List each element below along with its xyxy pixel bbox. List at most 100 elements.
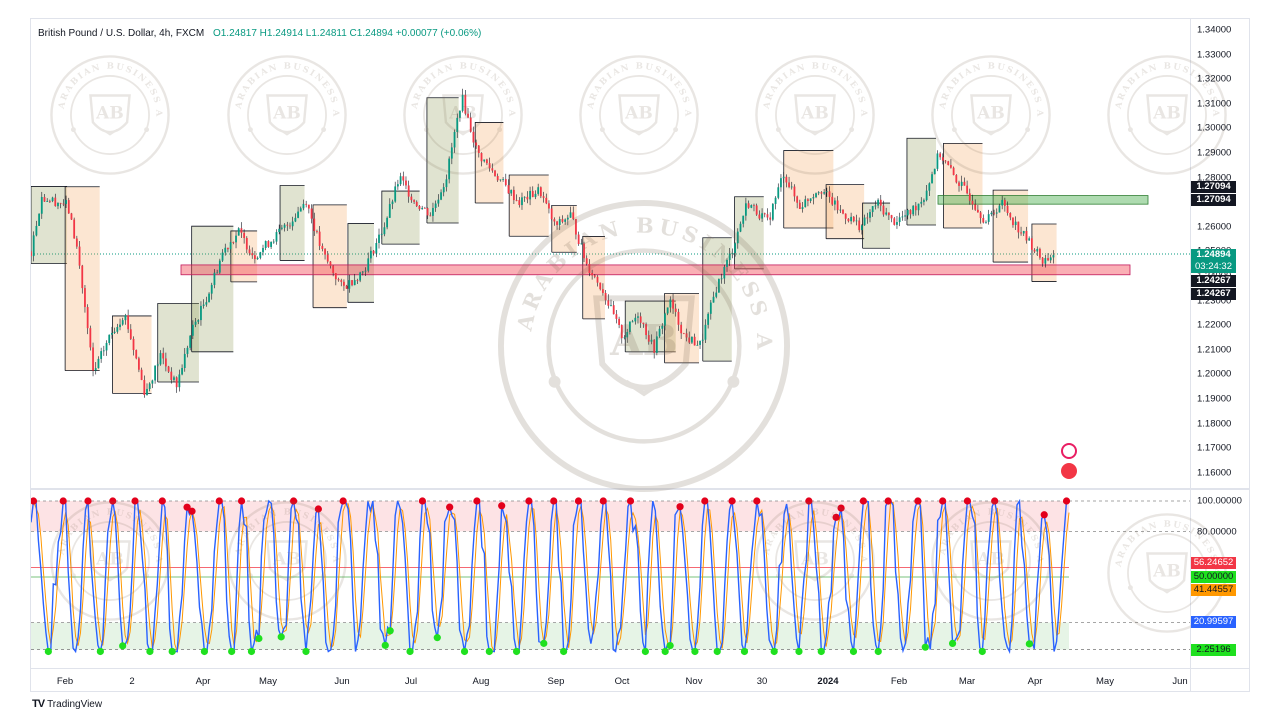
overbought-dot bbox=[676, 503, 684, 511]
candle bbox=[796, 196, 799, 203]
pane-separator[interactable] bbox=[31, 488, 1250, 490]
range-box bbox=[826, 184, 865, 239]
candle bbox=[283, 224, 286, 228]
candle bbox=[639, 316, 642, 323]
candle bbox=[361, 271, 364, 273]
candle bbox=[712, 296, 715, 303]
time-axis-border bbox=[31, 668, 1250, 669]
candle bbox=[170, 371, 173, 380]
candle bbox=[289, 225, 291, 227]
candle bbox=[944, 160, 947, 162]
oversold-dot bbox=[795, 647, 803, 656]
candle bbox=[459, 110, 461, 118]
oscillator-chart[interactable] bbox=[31, 491, 1190, 666]
candle bbox=[550, 208, 553, 220]
range-box-edge bbox=[279, 185, 305, 261]
price-axis-border bbox=[1190, 19, 1191, 691]
candle bbox=[218, 260, 221, 273]
candle bbox=[1003, 199, 1006, 206]
range-box bbox=[993, 190, 1029, 263]
price-axis-label: 1.16000 bbox=[1197, 467, 1232, 479]
candle bbox=[486, 159, 488, 164]
candle bbox=[623, 337, 626, 339]
osc-value-tag: 50.00000 bbox=[1191, 571, 1236, 583]
candle bbox=[43, 197, 46, 202]
candle bbox=[798, 202, 801, 210]
oversold-dot bbox=[277, 633, 285, 641]
candle bbox=[116, 327, 119, 332]
candle bbox=[939, 153, 942, 158]
price-axis-label: 1.23000 bbox=[1197, 295, 1232, 307]
oversold-dot bbox=[168, 647, 176, 656]
candle bbox=[499, 179, 502, 181]
price-axis-label: 1.32000 bbox=[1197, 73, 1232, 85]
overbought-dot bbox=[498, 502, 506, 510]
osc-axis-label: 100.00000 bbox=[1197, 495, 1242, 507]
candle bbox=[825, 191, 828, 193]
candle bbox=[240, 228, 243, 233]
time-axis-label: Jun bbox=[1172, 676, 1188, 687]
candle bbox=[955, 175, 958, 183]
candle bbox=[615, 314, 618, 319]
candle bbox=[518, 200, 521, 206]
candle bbox=[950, 165, 952, 168]
flag-icon[interactable] bbox=[1061, 463, 1077, 479]
candle bbox=[480, 153, 483, 162]
candle bbox=[1022, 230, 1025, 234]
tradingview-logo[interactable]: TV TradingView bbox=[32, 698, 102, 710]
candle bbox=[831, 196, 834, 205]
oversold-dot bbox=[921, 643, 929, 651]
candle bbox=[860, 225, 863, 231]
candle bbox=[243, 232, 246, 238]
price-pane[interactable] bbox=[31, 19, 1190, 487]
oversold-dot bbox=[247, 647, 256, 656]
candle bbox=[270, 241, 272, 247]
candle bbox=[507, 185, 510, 194]
candle bbox=[175, 377, 178, 388]
candle bbox=[173, 377, 175, 380]
oscillator-pane[interactable] bbox=[31, 491, 1190, 666]
candle bbox=[259, 252, 262, 258]
candle bbox=[262, 247, 264, 253]
time-axis-label: Feb bbox=[56, 676, 74, 687]
candle bbox=[418, 206, 421, 210]
candle bbox=[966, 185, 969, 194]
candle bbox=[599, 282, 602, 290]
overbought-dot bbox=[859, 497, 867, 505]
last-price-tag: 1.24894 bbox=[1191, 249, 1236, 261]
candle bbox=[839, 209, 842, 211]
range-box-edge bbox=[312, 204, 347, 308]
candle bbox=[777, 187, 780, 198]
candle bbox=[148, 383, 151, 389]
overbought-dot bbox=[158, 497, 166, 505]
candle bbox=[86, 307, 89, 329]
candle bbox=[715, 292, 718, 297]
candle bbox=[332, 265, 335, 274]
overbought-dot bbox=[832, 513, 840, 521]
candle bbox=[394, 186, 397, 202]
candle bbox=[372, 250, 375, 254]
range-box bbox=[157, 303, 199, 383]
candle bbox=[313, 218, 316, 232]
overbought-dot bbox=[701, 497, 709, 505]
candle bbox=[1012, 217, 1014, 226]
overbought-dot bbox=[215, 497, 223, 505]
candle bbox=[914, 205, 917, 211]
price-axis-label: 1.33000 bbox=[1197, 49, 1232, 61]
candle bbox=[415, 201, 418, 207]
price-axis-label: 1.30000 bbox=[1197, 122, 1232, 134]
candle bbox=[774, 197, 777, 204]
symbol-legend[interactable]: British Pound / U.S. Dollar, 4h, FXCM O1… bbox=[38, 28, 481, 39]
candle bbox=[1014, 221, 1017, 226]
candle bbox=[378, 234, 380, 243]
candle bbox=[235, 235, 237, 243]
lightning-icon[interactable] bbox=[1061, 443, 1077, 459]
symbol-title[interactable]: British Pound / U.S. Dollar, 4h, FXCM bbox=[38, 28, 205, 39]
price-chart[interactable] bbox=[31, 19, 1190, 487]
candle bbox=[744, 203, 747, 216]
candle bbox=[429, 215, 432, 217]
candle bbox=[591, 273, 594, 276]
candle bbox=[731, 253, 734, 254]
oversold-dot bbox=[119, 642, 127, 650]
candle bbox=[526, 196, 529, 200]
